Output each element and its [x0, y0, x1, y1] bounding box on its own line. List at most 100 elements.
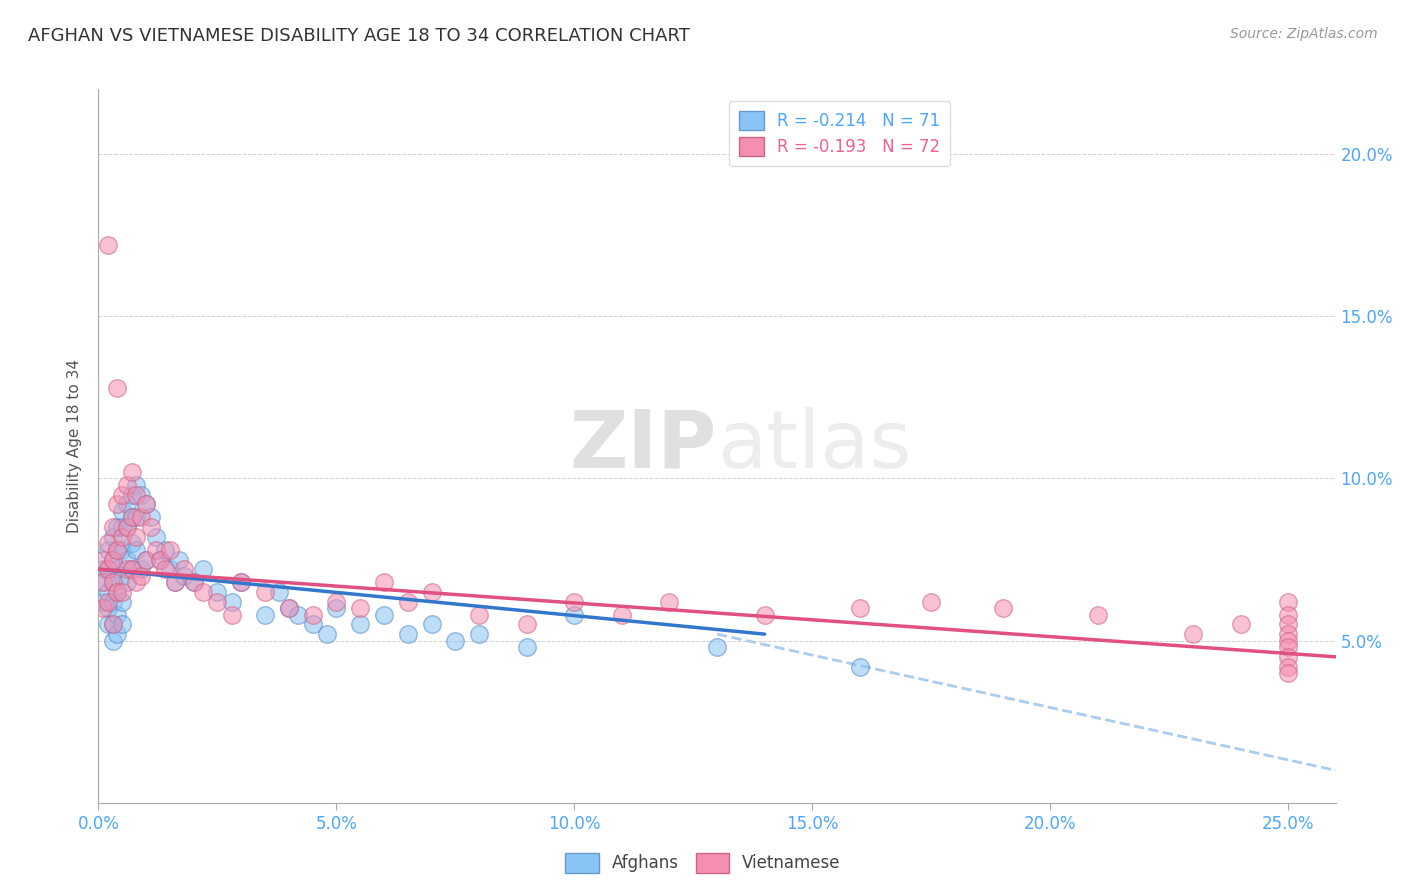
- Point: [153, 562, 176, 576]
- Point: [107, 607, 129, 622]
- Point: [277, 601, 299, 615]
- Point: [468, 627, 491, 641]
- Point: [658, 595, 681, 609]
- Point: [129, 488, 152, 502]
- Point: [97, 536, 120, 550]
- Point: [163, 575, 186, 590]
- Point: [121, 510, 143, 524]
- Point: [101, 617, 124, 632]
- Point: [1277, 659, 1299, 673]
- Legend: Afghans, Vietnamese: Afghans, Vietnamese: [558, 847, 848, 880]
- Point: [301, 607, 323, 622]
- Point: [349, 617, 371, 632]
- Point: [373, 575, 395, 590]
- Point: [849, 601, 872, 615]
- Point: [91, 595, 114, 609]
- Point: [125, 510, 148, 524]
- Point: [107, 562, 129, 576]
- Point: [562, 607, 585, 622]
- Point: [1277, 617, 1299, 632]
- Point: [101, 617, 124, 632]
- Point: [1277, 595, 1299, 609]
- Point: [277, 601, 299, 615]
- Point: [159, 542, 181, 557]
- Point: [121, 536, 143, 550]
- Point: [420, 617, 443, 632]
- Point: [145, 542, 167, 557]
- Point: [269, 585, 291, 599]
- Point: [301, 617, 323, 632]
- Point: [97, 542, 120, 557]
- Point: [101, 552, 124, 566]
- Point: [173, 568, 195, 582]
- Point: [516, 640, 538, 654]
- Point: [231, 575, 253, 590]
- Point: [91, 552, 114, 566]
- Point: [1277, 640, 1299, 654]
- Point: [111, 585, 134, 599]
- Point: [107, 627, 129, 641]
- Point: [1277, 627, 1299, 641]
- Point: [107, 381, 129, 395]
- Point: [121, 562, 143, 576]
- Point: [149, 552, 172, 566]
- Point: [107, 542, 129, 557]
- Point: [183, 575, 205, 590]
- Point: [107, 585, 129, 599]
- Point: [610, 607, 633, 622]
- Point: [221, 607, 243, 622]
- Point: [920, 595, 942, 609]
- Point: [125, 575, 148, 590]
- Point: [115, 575, 138, 590]
- Point: [111, 617, 134, 632]
- Point: [231, 575, 253, 590]
- Point: [115, 478, 138, 492]
- Point: [149, 552, 172, 566]
- Point: [191, 585, 214, 599]
- Point: [129, 510, 152, 524]
- Point: [153, 542, 176, 557]
- Point: [396, 595, 419, 609]
- Point: [325, 595, 347, 609]
- Point: [125, 488, 148, 502]
- Point: [101, 575, 124, 590]
- Point: [129, 562, 152, 576]
- Point: [315, 627, 337, 641]
- Point: [287, 607, 309, 622]
- Point: [97, 562, 120, 576]
- Point: [111, 504, 134, 518]
- Point: [97, 601, 120, 615]
- Point: [1277, 607, 1299, 622]
- Point: [207, 585, 229, 599]
- Point: [562, 595, 585, 609]
- Point: [101, 595, 124, 609]
- Point: [754, 607, 776, 622]
- Point: [97, 238, 120, 252]
- Point: [111, 542, 134, 557]
- Point: [91, 575, 114, 590]
- Point: [97, 617, 120, 632]
- Point: [373, 607, 395, 622]
- Point: [173, 562, 195, 576]
- Legend: R = -0.214   N = 71, R = -0.193   N = 72: R = -0.214 N = 71, R = -0.193 N = 72: [728, 101, 950, 166]
- Point: [121, 488, 143, 502]
- Point: [1277, 633, 1299, 648]
- Point: [135, 497, 157, 511]
- Point: [325, 601, 347, 615]
- Point: [97, 595, 120, 609]
- Point: [991, 601, 1014, 615]
- Point: [111, 568, 134, 582]
- Point: [145, 530, 167, 544]
- Point: [125, 542, 148, 557]
- Point: [468, 607, 491, 622]
- Point: [101, 530, 124, 544]
- Point: [1181, 627, 1204, 641]
- Point: [115, 562, 138, 576]
- Point: [107, 497, 129, 511]
- Point: [101, 575, 124, 590]
- Point: [207, 595, 229, 609]
- Point: [111, 530, 134, 544]
- Point: [125, 478, 148, 492]
- Point: [121, 510, 143, 524]
- Point: [107, 585, 129, 599]
